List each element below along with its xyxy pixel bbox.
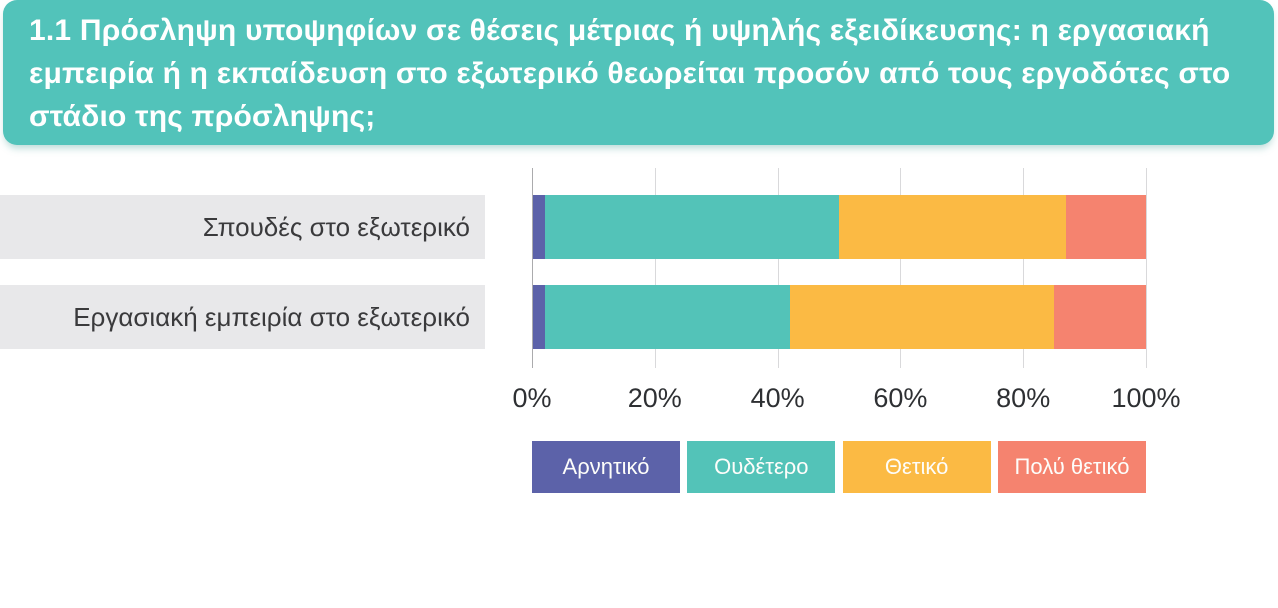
category-label: Εργασιακή εμπειρία στο εξωτερικό (0, 285, 485, 349)
legend-item-very-positive: Πολύ θετικό (997, 441, 1146, 493)
gridline-100% (1146, 168, 1147, 368)
bar-segment-neutral (545, 285, 791, 349)
legend-item-negative: Αρνητικό (532, 441, 680, 493)
bar-segment-negative (533, 195, 546, 259)
gridline-20% (654, 168, 656, 368)
gridline-0% (532, 168, 533, 368)
category-label: Σπουδές στο εξωτερικό (0, 195, 485, 259)
x-axis-tick-label: 0% (512, 383, 552, 413)
x-axis-tick-label: 20% (627, 383, 682, 413)
bar-segment-neutral (545, 195, 840, 259)
x-axis-tick-label: 80% (996, 383, 1051, 413)
gridline-80% (1023, 168, 1025, 368)
legend-item-neutral: Ουδέτερο (687, 441, 836, 493)
bar-segment-positive (790, 285, 1055, 349)
bar-row (533, 285, 1146, 349)
bar-segment-very-positive (1066, 195, 1146, 259)
x-axis-tick-label: 100% (1111, 383, 1181, 413)
x-axis-tick-label: 60% (873, 383, 928, 413)
legend: Αρνητικό Ουδέτερο Θετικό Πολύ θετικό (532, 441, 1146, 493)
question-title: 1.1 Πρόσληψη υποψηφίων σε θέσεις μέτριας… (29, 14, 1231, 133)
legend-item-positive: Θετικό (842, 441, 991, 493)
gridline-40% (777, 168, 779, 368)
bar-segment-positive (839, 195, 1067, 259)
x-axis-tick-label: 40% (750, 383, 805, 413)
bar-segment-very-positive (1054, 285, 1146, 349)
question-header: 1.1 Πρόσληψη υποψηφίων σε θέσεις μέτριας… (3, 0, 1274, 145)
bar-segment-negative (533, 285, 546, 349)
x-axis: 0% 20% 40% 60% 80% 100% (0, 383, 1278, 417)
bar-row (533, 195, 1146, 259)
gridline-60% (900, 168, 902, 368)
